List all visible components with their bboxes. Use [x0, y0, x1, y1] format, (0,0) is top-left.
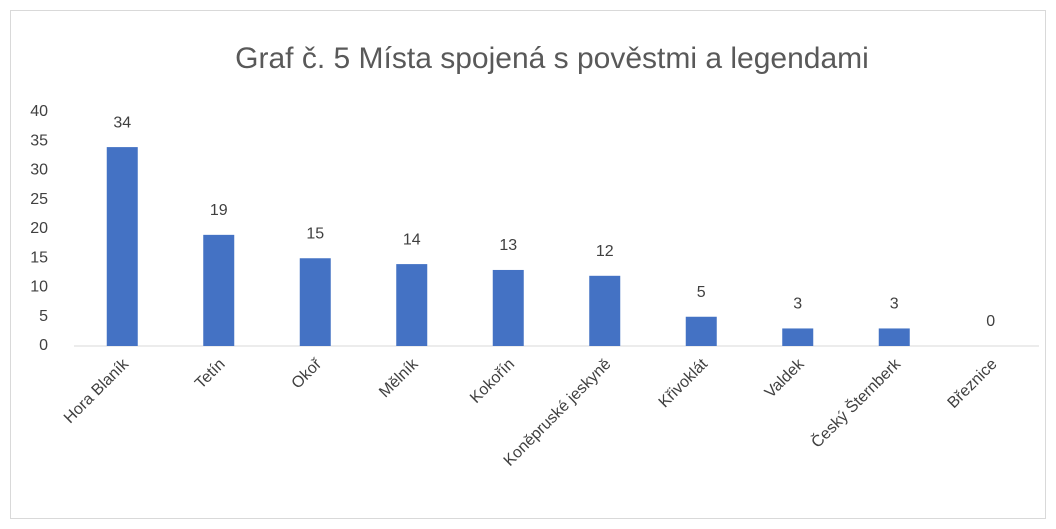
chart-border — [10, 10, 1046, 519]
bar — [685, 316, 717, 346]
bar — [203, 234, 235, 346]
data-label: 19 — [210, 202, 228, 219]
data-label: 5 — [697, 284, 706, 301]
y-tick-label: 5 — [39, 308, 48, 325]
bar — [589, 275, 621, 346]
y-tick-label: 30 — [30, 162, 48, 179]
data-label: 15 — [306, 225, 324, 242]
chart-title: Graf č. 5 Místa spojená s pověstmi a leg… — [235, 42, 869, 75]
bar — [299, 258, 331, 346]
y-tick-label: 15 — [30, 249, 48, 266]
y-tick-label: 0 — [39, 337, 48, 354]
bar — [106, 147, 138, 346]
bar — [878, 328, 910, 346]
data-label: 3 — [793, 296, 802, 313]
data-label: 13 — [499, 237, 517, 254]
bar — [396, 264, 428, 346]
y-tick-label: 25 — [30, 191, 48, 208]
bar — [782, 328, 814, 346]
data-label: 3 — [890, 296, 899, 313]
data-label: 0 — [986, 313, 995, 330]
y-tick-label: 35 — [30, 132, 48, 149]
data-label: 14 — [403, 231, 421, 248]
y-tick-label: 40 — [30, 103, 48, 120]
y-tick-label: 10 — [30, 279, 48, 296]
data-label: 12 — [596, 243, 614, 260]
bar — [492, 269, 524, 346]
data-label: 34 — [113, 114, 131, 131]
y-tick-label: 20 — [30, 220, 48, 237]
